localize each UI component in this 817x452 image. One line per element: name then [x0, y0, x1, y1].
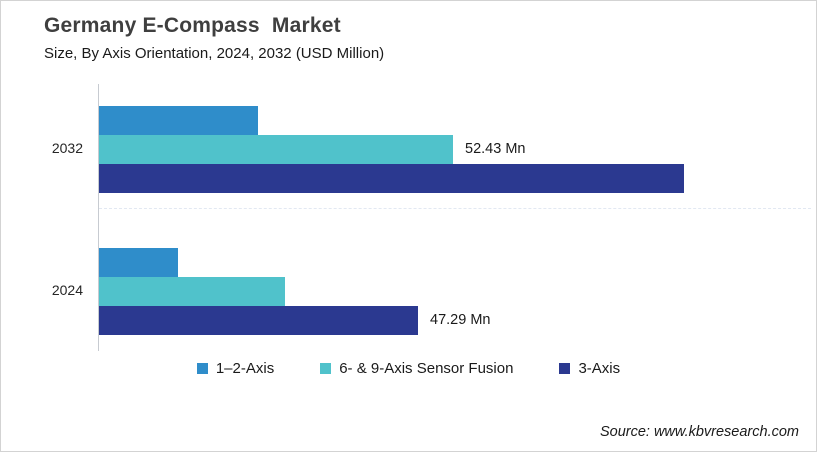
legend-label: 3-Axis — [578, 360, 621, 377]
plot-area: 52.43 Mn 47.29 Mn — [98, 84, 811, 351]
bar-value-label: 52.43 Mn — [465, 141, 526, 157]
bar-2032-series-2 — [99, 135, 453, 164]
legend-item-3-axis: 3-Axis — [559, 360, 620, 377]
legend-item-1-2-axis: 1–2-Axis — [196, 360, 275, 377]
chart-subtitle: Size, By Axis Orientation, 2024, 2032 (U… — [44, 45, 385, 62]
source-note: Source: www.kbvresearch.com — [599, 424, 799, 440]
bar-2024-series-2 — [99, 277, 285, 306]
legend-item-6-9-axis-sensor-fusion: 6- & 9-Axis Sensor Fusion — [320, 360, 513, 377]
legend-swatch-icon — [320, 363, 332, 374]
bar-2024-series-1 — [99, 248, 178, 277]
chart-title: Germany E-Compass Market — [44, 14, 341, 37]
category-label-2032: 2032 — [51, 140, 83, 156]
category-label-2024: 2024 — [51, 282, 83, 298]
group-separator-line — [99, 208, 811, 209]
bar-2024-series-3 — [99, 306, 418, 335]
legend-label: 6- & 9-Axis Sensor Fusion — [339, 360, 514, 377]
legend: 1–2-Axis 6- & 9-Axis Sensor Fusion 3-Axi… — [1, 360, 816, 377]
bar-2032-series-1 — [99, 106, 258, 135]
bar-value-label: 47.29 Mn — [430, 312, 491, 328]
legend-label: 1–2-Axis — [215, 360, 275, 377]
legend-swatch-icon — [196, 363, 208, 374]
legend-swatch-icon — [559, 363, 571, 374]
bar-2032-series-3 — [99, 164, 684, 193]
